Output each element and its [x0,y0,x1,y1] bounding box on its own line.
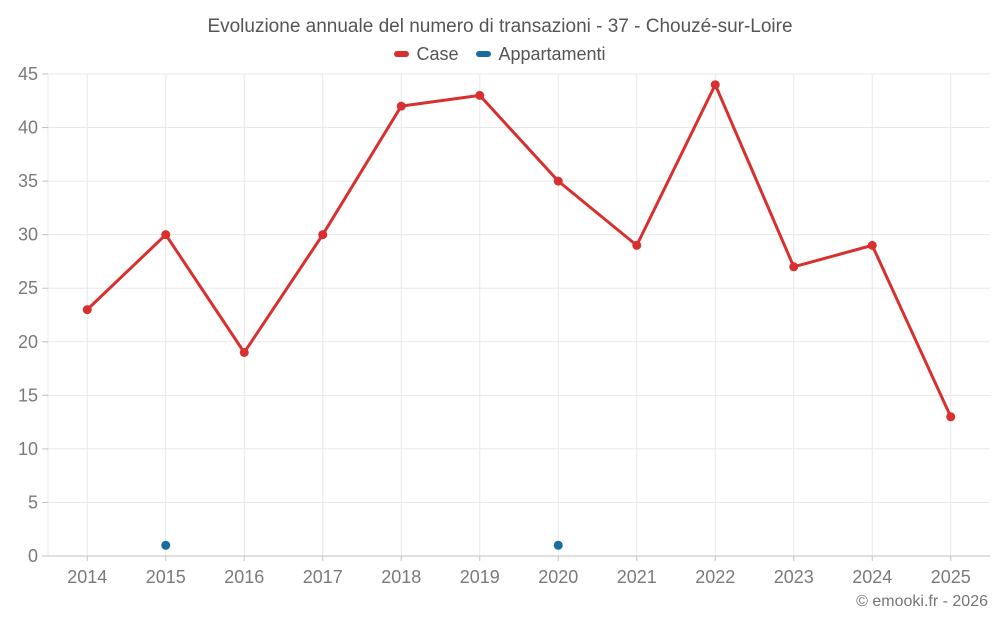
case-line-segment-2022 [713,83,796,269]
appartamenti-series-swatch-icon [476,51,492,57]
case-point-2019[interactable] [475,90,485,100]
x-axis-label-2022: 2022 [695,567,735,587]
y-axis-label-0: 0 [28,546,38,566]
case-line-segment-2014 [85,233,168,312]
appartamenti-point-2020[interactable] [553,540,563,550]
y-axis-label-30: 30 [18,225,38,245]
y-axis-label-25: 25 [18,278,38,298]
y-axis-label-15: 15 [18,385,38,405]
legend-label-appartamenti: Appartamenti [498,43,606,64]
y-axis-label-10: 10 [18,439,38,459]
case-line-segment-2019 [478,93,560,183]
x-axis-label-2016: 2016 [224,567,264,587]
case-line-segment-2018 [399,93,482,108]
case-point-2017[interactable] [318,230,328,240]
x-axis-label-2015: 2015 [146,567,186,587]
case-point-2020[interactable] [553,176,563,186]
y-axis-label-40: 40 [18,118,38,138]
x-axis-label-2021: 2021 [617,567,657,587]
y-axis-label-5: 5 [28,492,38,512]
case-line-segment-2016 [242,233,325,354]
x-axis-label-2017: 2017 [303,567,343,587]
x-axis-label-2023: 2023 [774,567,814,587]
x-axis-label-2020: 2020 [538,567,578,587]
case-line-segment-2017 [321,104,403,237]
case-point-2014[interactable] [82,305,92,315]
x-axis-label-2025: 2025 [931,567,971,587]
y-axis-label-45: 45 [18,64,38,84]
copyright-watermark: © emooki.fr - 2026 [856,593,988,610]
x-axis-label-2024: 2024 [852,567,892,587]
legend-item-appartamenti[interactable]: Appartamenti [476,43,606,65]
y-axis-label-35: 35 [18,171,38,191]
case-line-segment-2024 [870,243,953,419]
case-point-2015[interactable] [161,230,171,240]
case-line-segment-2020 [556,179,639,247]
case-point-2021[interactable] [632,240,642,250]
x-axis-label-2019: 2019 [460,567,500,587]
case-point-2023[interactable] [789,262,799,272]
legend-label-case: Case [416,43,459,64]
appartamenti-point-2015[interactable] [161,540,171,550]
chart-title: Evoluzione annuale del numero di transaz… [207,16,793,37]
case-point-2025[interactable] [946,412,956,422]
case-point-2018[interactable] [396,101,406,111]
case-series-swatch-icon [394,51,410,57]
legend-item-case[interactable]: Case [394,44,458,65]
x-axis-label-2018: 2018 [381,567,421,587]
case-line-segment-2023 [792,243,874,269]
y-axis-label-20: 20 [18,332,38,352]
chart-legend: Case Appartamenti [0,43,1000,65]
case-point-2016[interactable] [239,347,249,357]
case-point-2022[interactable] [710,80,720,90]
x-axis-label-2014: 2014 [67,567,107,587]
case-line-segment-2021 [635,83,717,247]
case-line-segment-2015 [164,233,246,354]
case-point-2024[interactable] [867,240,877,250]
